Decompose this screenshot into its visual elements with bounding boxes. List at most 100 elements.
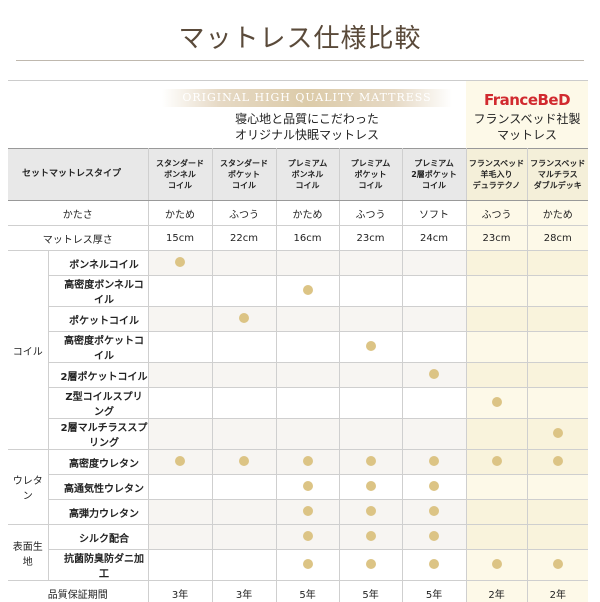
feature-row: コイル ボンネルコイル xyxy=(8,250,589,450)
value-cell: 3年 xyxy=(212,580,277,602)
value-cell: 15cm xyxy=(148,225,213,251)
value-cell: 23cm xyxy=(466,225,528,251)
page-title: マットレス仕様比較 xyxy=(178,24,422,54)
column-header-line: フランスベッド xyxy=(468,159,525,168)
title-divider xyxy=(16,60,584,61)
dot-icon xyxy=(429,505,440,516)
dot-icon xyxy=(239,312,250,323)
mark-cell xyxy=(527,474,589,500)
mark-cell xyxy=(527,387,589,419)
column-header-line: デュラテクノ xyxy=(472,181,521,190)
value-cell: 22cm xyxy=(212,225,277,251)
column-header-line: コイル xyxy=(168,181,193,190)
column-header-line: 羊毛入り xyxy=(480,170,513,179)
mark-cell xyxy=(402,275,467,307)
mark-cell xyxy=(339,418,403,450)
mark-cell xyxy=(527,362,589,388)
warranty-row: 品質保証期間 3年 3年 5年 5年 5年 2年 2年 xyxy=(8,580,589,602)
mark-cell xyxy=(212,418,277,450)
mark-cell xyxy=(527,306,589,332)
original-subtitle-1: 寝心地と品質にこだわった xyxy=(235,112,379,126)
mark-cell xyxy=(466,362,528,388)
mark-cell xyxy=(466,549,528,581)
dot-icon xyxy=(365,558,376,569)
feature-row: 高密度ポケットコイル xyxy=(8,331,589,363)
dot-icon xyxy=(429,530,440,541)
francebed-header: FranceBeD フランスベッド社製 マットレス xyxy=(466,80,588,148)
column-header: フランスベッド 羊毛入りデュラテクノ xyxy=(466,148,528,201)
feature-row: 高通気性ウレタン xyxy=(8,474,589,500)
value-cell: ソフト xyxy=(402,200,467,226)
dot-icon xyxy=(365,530,376,541)
mark-cell xyxy=(339,387,403,419)
value-cell: 5年 xyxy=(339,580,403,602)
mark-cell xyxy=(148,499,213,525)
mark-cell xyxy=(402,418,467,450)
mark-cell xyxy=(339,499,403,525)
mark-cell xyxy=(276,275,340,307)
mark-cell xyxy=(339,250,403,276)
dot-icon xyxy=(302,558,313,569)
mark-cell xyxy=(212,387,277,419)
dot-icon xyxy=(302,284,313,295)
dot-icon xyxy=(429,368,440,379)
column-header-line: フランスベッド xyxy=(530,159,586,168)
mark-cell xyxy=(148,275,213,307)
feature-label: 高密度ボンネルコイル xyxy=(48,275,149,307)
mark-cell xyxy=(276,499,340,525)
mark-cell xyxy=(466,524,528,550)
column-header-line: スタンダード xyxy=(156,159,205,168)
column-header: スタンダード ボンネルコイル xyxy=(148,148,213,201)
mark-cell xyxy=(466,418,528,450)
mark-cell xyxy=(212,499,277,525)
mark-cell xyxy=(339,362,403,388)
feature-label: シルク配合 xyxy=(48,524,149,550)
value-cell: ふつう xyxy=(339,200,403,226)
feature-label: 高弾力ウレタン xyxy=(48,499,149,525)
mark-cell xyxy=(212,331,277,363)
group-urethane: ウレタン xyxy=(8,449,49,525)
mark-cell xyxy=(339,449,403,475)
column-header-line: プレミアム xyxy=(287,159,328,168)
mark-cell xyxy=(339,331,403,363)
dot-icon xyxy=(491,396,502,407)
column-header-line: ダブルデッキ xyxy=(533,181,582,190)
dot-icon xyxy=(175,455,186,466)
dot-icon xyxy=(365,480,376,491)
mark-cell xyxy=(148,474,213,500)
column-header-line: コイル xyxy=(422,181,447,190)
column-header-line: コイル xyxy=(295,181,320,190)
mark-cell xyxy=(212,250,277,276)
dot-icon xyxy=(491,455,502,466)
value-cell: 24cm xyxy=(402,225,467,251)
column-header-line: ボンネル xyxy=(164,170,196,179)
mark-cell xyxy=(276,524,340,550)
column-header: プレミアム ポケット コイル xyxy=(339,148,403,201)
feature-label: 高密度ウレタン xyxy=(48,449,149,475)
mark-cell xyxy=(148,331,213,363)
group-coil: コイル xyxy=(8,250,49,450)
francebed-subtitle-2: マットレス xyxy=(496,128,557,142)
feature-label: 高通気性ウレタン xyxy=(48,474,149,500)
mark-cell xyxy=(402,449,467,475)
column-header-line: プレミアム xyxy=(350,159,391,168)
mark-cell xyxy=(212,549,277,581)
table-header: ORIGINAL HIGH QUALITY MATTRESS 寝心地と品質にこだ… xyxy=(8,80,588,148)
dot-icon xyxy=(302,505,313,516)
francebed-subtitle-1: フランスベッド社製 xyxy=(473,112,581,126)
mark-cell xyxy=(402,549,467,581)
mark-cell xyxy=(339,306,403,332)
mark-cell xyxy=(527,331,589,363)
mark-cell xyxy=(148,549,213,581)
mark-cell xyxy=(527,449,589,475)
mark-cell xyxy=(466,331,528,363)
value-cell: 5年 xyxy=(402,580,467,602)
mark-cell xyxy=(276,418,340,450)
mark-cell xyxy=(527,275,589,307)
mark-cell xyxy=(466,306,528,332)
dot-icon xyxy=(429,558,440,569)
row-label: マットレス厚さ xyxy=(8,225,149,251)
dot-icon xyxy=(239,455,250,466)
column-header-line: プレミアム xyxy=(414,159,454,168)
mark-cell xyxy=(276,474,340,500)
